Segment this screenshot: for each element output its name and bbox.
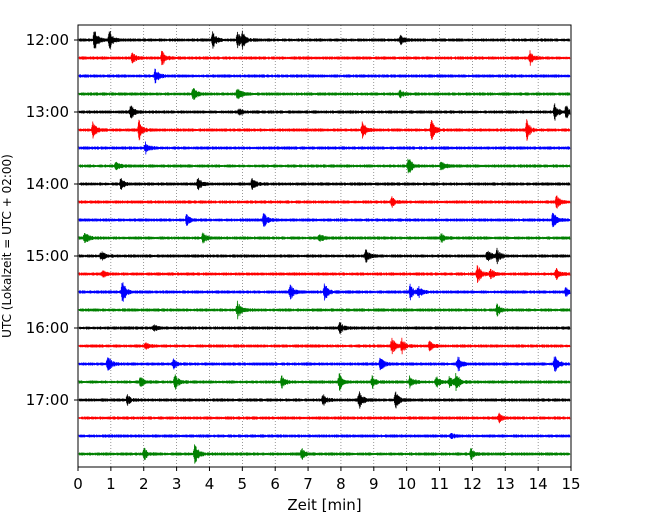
x-tick-label: 11 [430,475,449,493]
trace-row-1400 [78,177,571,191]
plot-frame [77,24,572,468]
x-tick-label: 6 [270,475,280,493]
trace-row-1715 [78,412,571,424]
trace-row-1245 [78,88,571,100]
trace-row-1215 [78,50,571,66]
x-tick-label: 13 [496,475,515,493]
y-tick-label: 15:00 [26,247,69,265]
y-axis-ticks: 12:00 13:00 14:00 15:00 16:00 17:00 [26,31,78,409]
y-tick-label: 14:00 [26,175,69,193]
y-tick-label: 16:00 [26,319,69,337]
y-tick-label: 17:00 [26,391,69,409]
x-tick-label: 0 [73,475,83,493]
trace-row-1545 [78,300,571,320]
trace-row-1230 [78,68,571,84]
trace-row-1500 [78,247,571,265]
trace-row-1315 [78,119,571,141]
y-tick-label: 12:00 [26,31,69,49]
trace-row-1415 [78,195,571,209]
x-tick-label: 14 [529,475,548,493]
x-tick-label: 3 [172,475,182,493]
y-tick-label: 13:00 [26,103,69,121]
x-tick-label: 9 [369,475,379,493]
trace-row-1515 [78,265,571,283]
x-tick-label: 7 [303,475,313,493]
x-axis-ticks: 0 1 2 3 4 5 6 7 8 9 10 11 12 13 14 15 [73,467,581,493]
trace-row-1345 [78,158,571,174]
trace-row-1745 [78,444,571,464]
trace-row-1530 [78,282,571,302]
trace-row-1300 [78,103,571,121]
y-axis-label: UTC (Lokalzeit = UTC + 02:00) [0,154,14,338]
x-tick-label: 10 [397,475,416,493]
x-tick-label: 5 [238,475,248,493]
trace-row-1600 [78,322,571,334]
x-tick-label: 12 [463,475,482,493]
trace-row-1445 [78,232,571,244]
x-tick-label: 15 [561,475,580,493]
trace-row-1330 [78,141,571,155]
x-tick-label: 1 [106,475,116,493]
trace-row-1430 [78,212,571,228]
trace-rows [78,30,571,464]
trace-row-1730 [78,432,571,440]
x-tick-label: 4 [205,475,215,493]
x-axis-label: Zeit [min] [287,496,361,514]
x-tick-label: 2 [139,475,149,493]
trace-row-1615 [78,337,571,355]
trace-row-1200 [78,30,571,50]
x-tick-label: 8 [336,475,346,493]
trace-row-1645 [78,372,571,392]
trace-row-1700 [78,391,571,409]
trace-row-1630 [78,356,571,372]
